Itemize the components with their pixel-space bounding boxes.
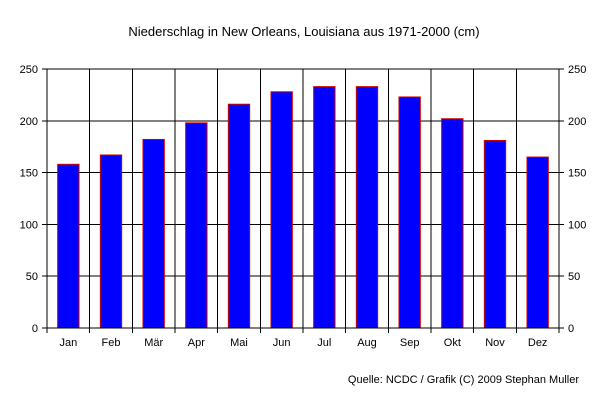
y-tick-label-right: 150 bbox=[568, 168, 586, 180]
bar-jul bbox=[313, 86, 336, 329]
x-tick-label: Jul bbox=[317, 337, 331, 349]
y-tick-label-left: 0 bbox=[32, 323, 38, 335]
x-tick-label: Apr bbox=[188, 337, 205, 349]
y-tick-label-left: 150 bbox=[20, 168, 38, 180]
bar-jan bbox=[57, 163, 80, 329]
bar-okt bbox=[441, 118, 464, 329]
x-tick-label: Okt bbox=[444, 337, 461, 349]
plot-frame bbox=[46, 68, 560, 329]
bar-mär bbox=[142, 138, 165, 329]
y-tick-label-right: 50 bbox=[568, 271, 580, 283]
x-tick-label: Sep bbox=[400, 337, 420, 349]
source-caption: Quelle: NCDC / Grafik (C) 2009 Stephan M… bbox=[348, 374, 579, 386]
bar-nov bbox=[483, 139, 507, 329]
bar-dez bbox=[526, 156, 549, 329]
y-tick-label-left: 250 bbox=[20, 64, 38, 76]
bar-sep bbox=[398, 96, 421, 329]
y-tick-label-right: 250 bbox=[568, 64, 586, 76]
x-tick-label: Mai bbox=[230, 337, 248, 349]
y-tick-label-right: 200 bbox=[568, 116, 586, 128]
y-tick-label-right: 100 bbox=[568, 219, 586, 231]
bar-jun bbox=[270, 91, 293, 329]
x-tick-label: Nov bbox=[485, 337, 505, 349]
bar-apr bbox=[185, 122, 208, 329]
y-tick-label-left: 50 bbox=[26, 271, 38, 283]
x-tick-label: Dez bbox=[528, 337, 548, 349]
y-tick-label-left: 200 bbox=[20, 116, 38, 128]
x-tick-label: Feb bbox=[102, 337, 121, 349]
x-tick-label: Aug bbox=[357, 337, 377, 349]
bar-mai bbox=[227, 103, 251, 329]
y-tick-label-left: 100 bbox=[20, 219, 38, 231]
y-tick-label-right: 0 bbox=[568, 323, 574, 335]
chart-title: Niederschlag in New Orleans, Louisiana a… bbox=[128, 24, 479, 39]
plot-area: 0 0 50 50 100 100 150 150 200 200 250 250 Jan Feb Mär A… bbox=[20, 64, 587, 349]
x-tick-label: Mär bbox=[144, 337, 163, 349]
bar-feb bbox=[99, 154, 123, 329]
bar-aug bbox=[355, 86, 379, 329]
x-tick-label: Jun bbox=[273, 337, 291, 349]
x-tick-label: Jan bbox=[59, 337, 77, 349]
